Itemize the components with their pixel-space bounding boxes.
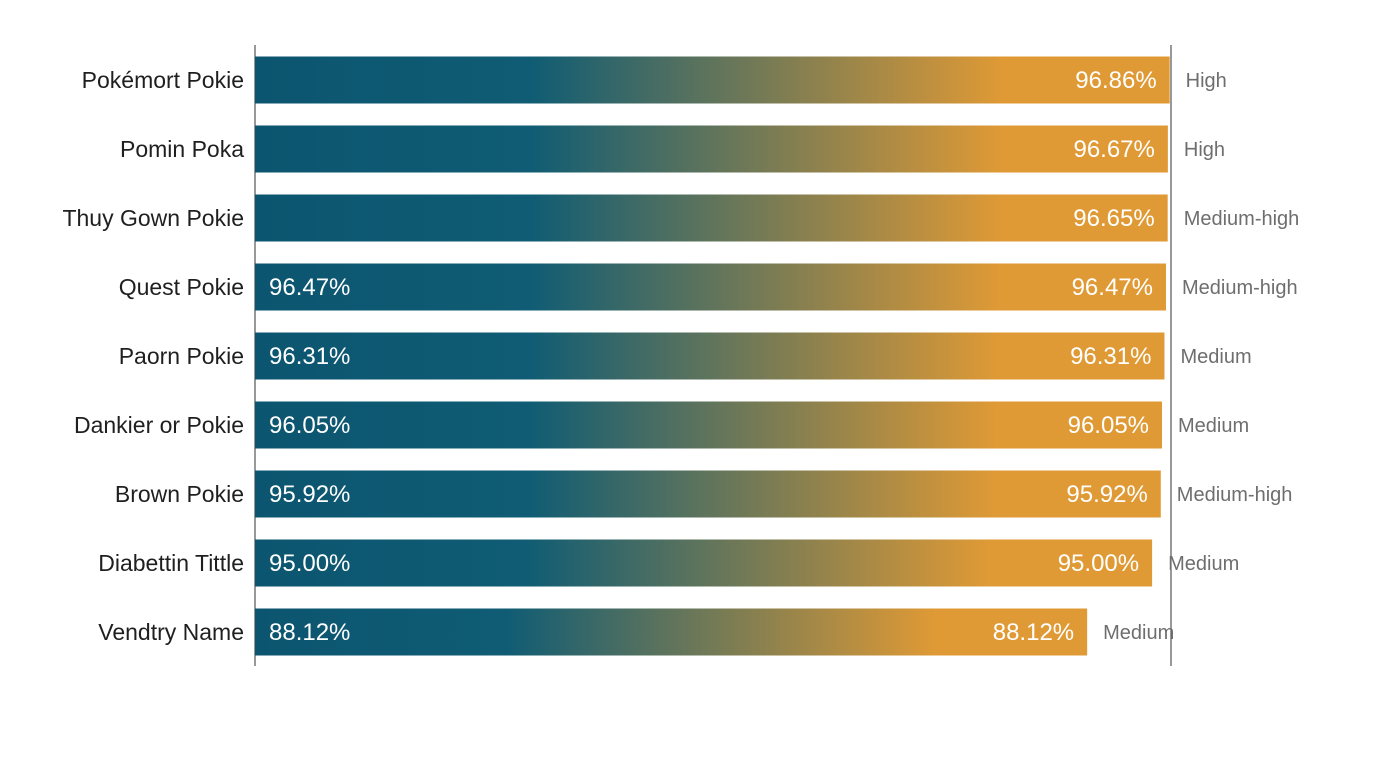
bar-7 [255,470,1161,518]
bar-2 [255,125,1168,173]
category-label-2: Pomin Poka [120,136,244,162]
bar-1 [255,56,1170,104]
rating-label-6: Medium [1178,415,1249,437]
value-label-start-4: 96.47% [269,274,350,301]
value-label-end-1: 96.86% [1075,67,1156,94]
category-label-7: Brown Pokie [115,481,244,507]
bar-8 [255,539,1153,587]
rating-label-7: Medium-high [1177,484,1293,506]
bars-group: Pokémort Pokie 96.86% High Pomin Poka 96.67%… [62,56,1300,656]
rating-label-8: Medium [1168,553,1239,575]
value-label-start-8: 95.00% [269,550,350,577]
category-label-8: Diabettin Tittle [98,550,244,576]
bar-9 [255,608,1088,656]
category-label-3: Thuy Gown Pokie [62,205,244,231]
bar-3 [255,194,1168,242]
value-label-end-9: 88.12% [993,619,1074,646]
rating-label-3: Medium-high [1184,208,1300,230]
category-label-6: Dankier or Pokie [74,412,244,438]
value-label-end-7: 95.92% [1066,481,1147,508]
value-label-end-2: 96.67% [1073,136,1154,163]
value-label-end-6: 96.05% [1068,412,1149,439]
rating-label-9: Medium [1103,622,1174,644]
bar-5 [255,332,1165,380]
rating-label-4: Medium-high [1182,277,1298,299]
value-label-end-3: 96.65% [1073,205,1154,232]
bar-6 [255,401,1163,449]
value-label-end-8: 95.00% [1058,550,1139,577]
value-label-start-6: 96.05% [269,412,350,439]
value-label-start-7: 95.92% [269,481,350,508]
rating-label-5: Medium [1180,346,1251,368]
bar-4 [255,263,1166,311]
value-label-end-5: 96.31% [1070,343,1151,370]
category-label-9: Vendtry Name [98,619,244,645]
value-label-start-5: 96.31% [269,343,350,370]
category-label-1: Pokémort Pokie [82,67,244,93]
value-label-end-4: 96.47% [1072,274,1153,301]
category-label-5: Paorn Pokie [119,343,244,369]
value-label-start-9: 88.12% [269,619,350,646]
category-label-4: Quest Pokie [119,274,244,300]
rating-label-2: High [1184,139,1225,161]
rating-label-1: High [1186,70,1227,92]
